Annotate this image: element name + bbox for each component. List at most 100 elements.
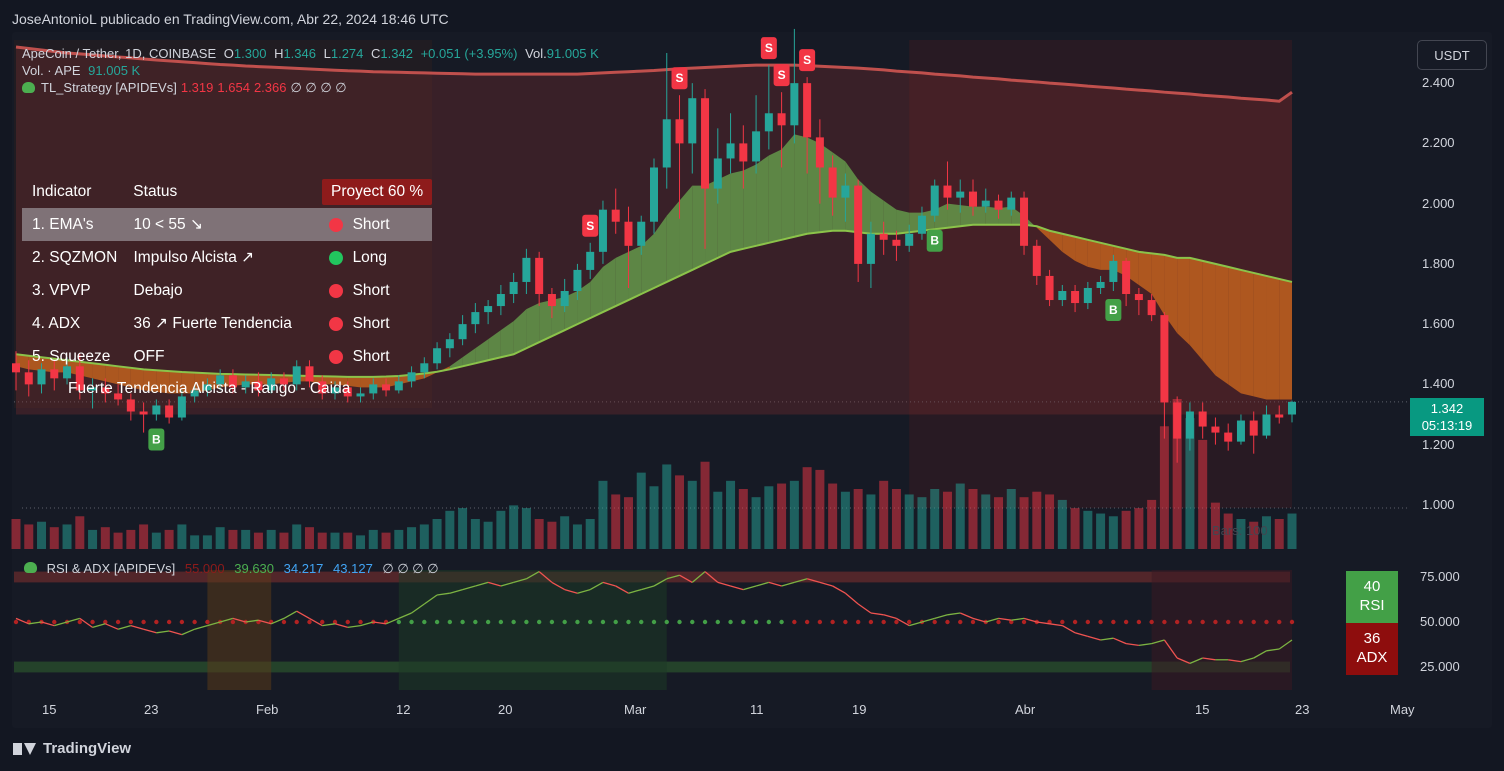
rsi-line-segment (1138, 642, 1152, 647)
rsi-line-segment (207, 621, 221, 627)
rsi-line-segment (551, 581, 565, 591)
volume-bar (266, 529, 276, 549)
rsi-line-segment (844, 592, 859, 605)
rsi-line-segment (1163, 639, 1178, 659)
volume-bar (968, 489, 978, 549)
rsi-midline-dot (498, 619, 504, 625)
currency-button[interactable]: USDT (1417, 40, 1487, 70)
date-axis-label: Mar (624, 702, 647, 717)
ema-ribbon-segment (551, 297, 565, 337)
candle-body (841, 185, 850, 198)
volume-bar (866, 494, 876, 549)
rsi-line-segment (245, 619, 259, 623)
rsi-line-segment (92, 623, 106, 629)
rsi-line-segment (1062, 625, 1076, 634)
signal-label: Short (352, 314, 390, 332)
candle-body (407, 372, 416, 382)
volume-bar (241, 529, 251, 549)
candle-body (1288, 401, 1296, 415)
rsi-line-segment (500, 581, 514, 587)
signal-marker (926, 229, 943, 252)
rsi-midline-dot (1123, 619, 1129, 625)
rsi-line-segment (959, 612, 974, 619)
rsi-midline-dot (830, 619, 835, 625)
volume-bar (113, 532, 123, 549)
strategy-value-2: 1.654 (217, 80, 250, 95)
rsi-midline-dot (1251, 619, 1256, 625)
rsi-line-segment (883, 614, 897, 620)
rsi-midline-dot (613, 619, 618, 625)
rsi-midline-dot (1060, 619, 1065, 625)
candle-body (1058, 291, 1067, 301)
volume-bar (164, 529, 174, 549)
volume-bar (1134, 508, 1144, 549)
volume-bar (751, 497, 761, 549)
ema-ribbon-segment (1266, 275, 1280, 400)
rsi-midline-dot (1098, 619, 1103, 625)
volume-bar (62, 524, 72, 549)
volume-bar (713, 491, 723, 549)
candle-body (433, 348, 442, 364)
candle-body (650, 167, 658, 222)
ema-ribbon-segment (1164, 254, 1178, 334)
volume-bar (343, 532, 353, 549)
rsi-midline-dot (1277, 619, 1282, 625)
volume-bar (1210, 502, 1220, 549)
volume-bar (419, 524, 429, 549)
ema-ribbon-segment (577, 281, 591, 325)
candle-body (369, 384, 378, 394)
rsi-midline-dot (230, 619, 236, 625)
ema-ribbon-segment (960, 205, 973, 227)
rsi-line-segment (423, 594, 438, 605)
volume-bar (330, 532, 340, 549)
rsi-midline-dot (1264, 619, 1269, 625)
rsi-midline-dot (753, 619, 759, 625)
rsi-label: RSI (1359, 597, 1385, 614)
ema-ribbon-segment (1202, 260, 1216, 376)
volume-bar (1006, 489, 1016, 549)
candle-body (892, 239, 901, 246)
ema-ribbon-segment (1075, 236, 1088, 267)
rsi-midline-dot (332, 619, 338, 625)
candle-body (637, 221, 646, 246)
volume-bar (445, 510, 455, 549)
rsi-midline-dot (549, 619, 555, 625)
ema-ribbon-segment (896, 209, 910, 234)
candle-body (203, 384, 212, 391)
date-axis-label: 23 (144, 702, 159, 717)
rsi-line-segment (232, 617, 246, 623)
volume-bar (611, 494, 621, 549)
ema-ribbon-segment (781, 134, 795, 240)
rsi-line-segment (360, 621, 374, 627)
candle-body (1007, 197, 1016, 210)
candle-body (1173, 402, 1182, 439)
candle-body (956, 191, 965, 198)
tradingview-logo[interactable]: TradingView (13, 740, 131, 757)
volume-bar (879, 480, 889, 549)
rsi-line-segment (819, 581, 833, 587)
rsi-midline-dot (1200, 619, 1205, 625)
volume-bar (202, 535, 212, 549)
rsi-midline-dot (958, 619, 963, 625)
signal-label: S (676, 71, 684, 85)
price-axis-label: 1.800 (1422, 255, 1455, 271)
rsi-line-segment (449, 588, 463, 594)
signal-marker (773, 64, 790, 87)
volume-bar (726, 480, 736, 549)
ema-ribbon-segment (181, 372, 195, 394)
date-axis-label: 12 (396, 702, 411, 717)
volume-bar (190, 535, 200, 549)
change-value: +0.051 (+3.95%) (420, 46, 518, 61)
volume-bar (534, 519, 544, 549)
candle-body (1198, 411, 1207, 427)
rsi-line-segment (283, 610, 298, 619)
ema-ribbon-segment (1151, 253, 1165, 316)
candle-body (305, 366, 314, 382)
frog-icon (22, 82, 35, 93)
ema-ribbon-segment (1177, 257, 1190, 346)
rsi-line-segment (1253, 650, 1267, 659)
rsi-line-segment (1189, 657, 1203, 664)
volume-bar (675, 475, 685, 549)
rsi-midline-dot (141, 619, 146, 625)
ema-ribbon-segment (1253, 272, 1267, 400)
